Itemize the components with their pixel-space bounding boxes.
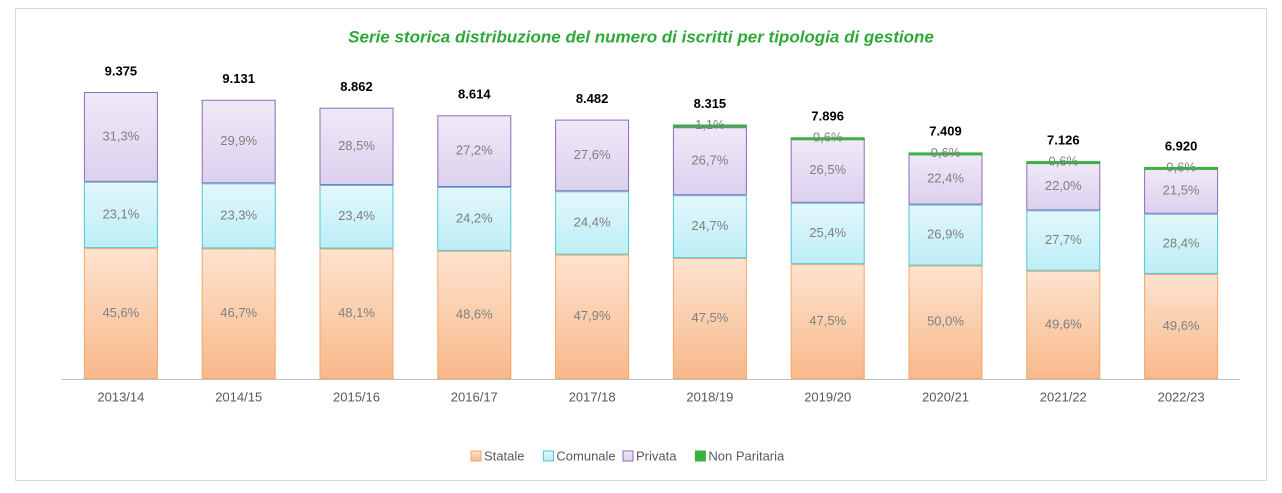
total-label: 7.126 [1047, 132, 1080, 147]
data-label: 23,3% [220, 207, 257, 222]
total-label: 7.409 [929, 124, 962, 139]
data-label: 47,5% [809, 313, 846, 328]
data-label: 24,2% [456, 210, 493, 225]
bar-segment [1026, 162, 1101, 211]
total-label: 9.131 [222, 71, 255, 86]
data-label: 29,9% [220, 133, 257, 148]
legend-swatch [694, 450, 706, 462]
legend-swatch [542, 450, 554, 462]
data-label: 26,5% [809, 162, 846, 177]
bar-segment [908, 204, 983, 266]
bar-segment [1144, 168, 1219, 214]
data-label: 0,6% [1166, 159, 1196, 174]
data-label: 26,9% [927, 227, 964, 242]
data-label: 0,6% [1048, 154, 1078, 169]
x-tick-label: 2015/16 [333, 389, 380, 404]
data-label: 0,6% [931, 145, 961, 160]
bar-segment [790, 264, 865, 380]
bar-segment [319, 185, 394, 249]
bar-segment [1144, 273, 1219, 379]
bar-segment [201, 99, 276, 184]
data-label: 48,6% [456, 306, 493, 321]
legend-swatch [622, 450, 634, 462]
x-tick-label: 2016/17 [451, 389, 498, 404]
bar-segment [319, 107, 394, 186]
chart-title: Serie storica distribuzione del numero d… [348, 27, 934, 46]
bar-segment [908, 152, 983, 156]
data-label: 48,1% [338, 305, 375, 320]
data-label: 26,7% [691, 153, 728, 168]
data-label: 21,5% [1163, 182, 1200, 197]
bar-segment [83, 181, 158, 249]
data-label: 50,0% [927, 314, 964, 329]
total-label: 7.896 [811, 109, 844, 124]
data-label: 1,1% [695, 117, 725, 132]
total-label: 8.862 [340, 79, 373, 94]
x-tick-label: 2021/22 [1040, 389, 1087, 404]
data-label: 23,4% [338, 208, 375, 223]
data-label: 31,3% [102, 128, 139, 143]
data-label: 49,6% [1045, 316, 1082, 331]
data-label: 23,1% [102, 206, 139, 221]
bar-segment [1026, 161, 1101, 165]
data-label: 27,2% [456, 143, 493, 158]
x-tick-label: 2018/19 [686, 389, 733, 404]
x-tick-label: 2013/14 [97, 389, 144, 404]
bar-segment [908, 265, 983, 379]
legend-label: Comunale [556, 448, 615, 463]
total-label: 9.375 [105, 63, 138, 78]
x-tick-label: 2020/21 [922, 389, 969, 404]
bar-segment [201, 183, 276, 249]
bar-segment [83, 248, 158, 379]
data-label: 49,6% [1163, 318, 1200, 333]
legend-label: Non Paritaria [708, 448, 785, 463]
bar-segment [555, 254, 630, 379]
bar-segment [83, 92, 158, 182]
data-label: 27,6% [574, 147, 611, 162]
total-label: 8.482 [576, 91, 609, 106]
legend-label: Privata [636, 448, 677, 463]
bar-segment [672, 195, 747, 259]
x-tick-label: 2022/23 [1158, 389, 1205, 404]
bar-segment [1144, 166, 1219, 170]
total-label: 8.315 [694, 96, 727, 111]
bar-segment [672, 258, 747, 379]
total-label: 8.614 [458, 87, 491, 102]
data-label: 45,6% [102, 305, 139, 320]
data-label: 47,9% [574, 308, 611, 323]
data-label: 47,5% [691, 310, 728, 325]
bar-segment [790, 137, 865, 141]
data-label: 22,4% [927, 171, 964, 186]
bar-segment [555, 191, 630, 255]
data-label: 28,4% [1163, 235, 1200, 250]
legend-swatch [470, 450, 482, 462]
total-label: 6.920 [1165, 139, 1198, 154]
data-label: 24,4% [574, 214, 611, 229]
bar-segment [319, 248, 394, 379]
bar-segment [1026, 270, 1101, 380]
x-tick-label: 2017/18 [569, 389, 616, 404]
bar-segment [437, 187, 512, 251]
x-tick-label: 2014/15 [215, 389, 262, 404]
data-label: 24,7% [691, 218, 728, 233]
bar-segment [437, 250, 512, 380]
bar-segment [1026, 210, 1101, 271]
legend-label: Statale [484, 448, 524, 463]
bar-segment [201, 248, 276, 379]
bar-segment [672, 124, 747, 128]
x-tick-label: 2019/20 [804, 389, 851, 404]
data-label: 28,5% [338, 138, 375, 153]
bar-segment [790, 202, 865, 265]
data-label: 25,4% [809, 225, 846, 240]
data-label: 22,0% [1045, 178, 1082, 193]
bar-segment [555, 119, 630, 192]
bar-segment [1144, 213, 1219, 274]
bar-segment [790, 138, 865, 203]
data-label: 46,7% [220, 305, 257, 320]
bar-segment [672, 127, 747, 196]
data-label: 0,6% [813, 130, 843, 145]
data-label: 27,7% [1045, 232, 1082, 247]
bar-segment [437, 115, 512, 188]
